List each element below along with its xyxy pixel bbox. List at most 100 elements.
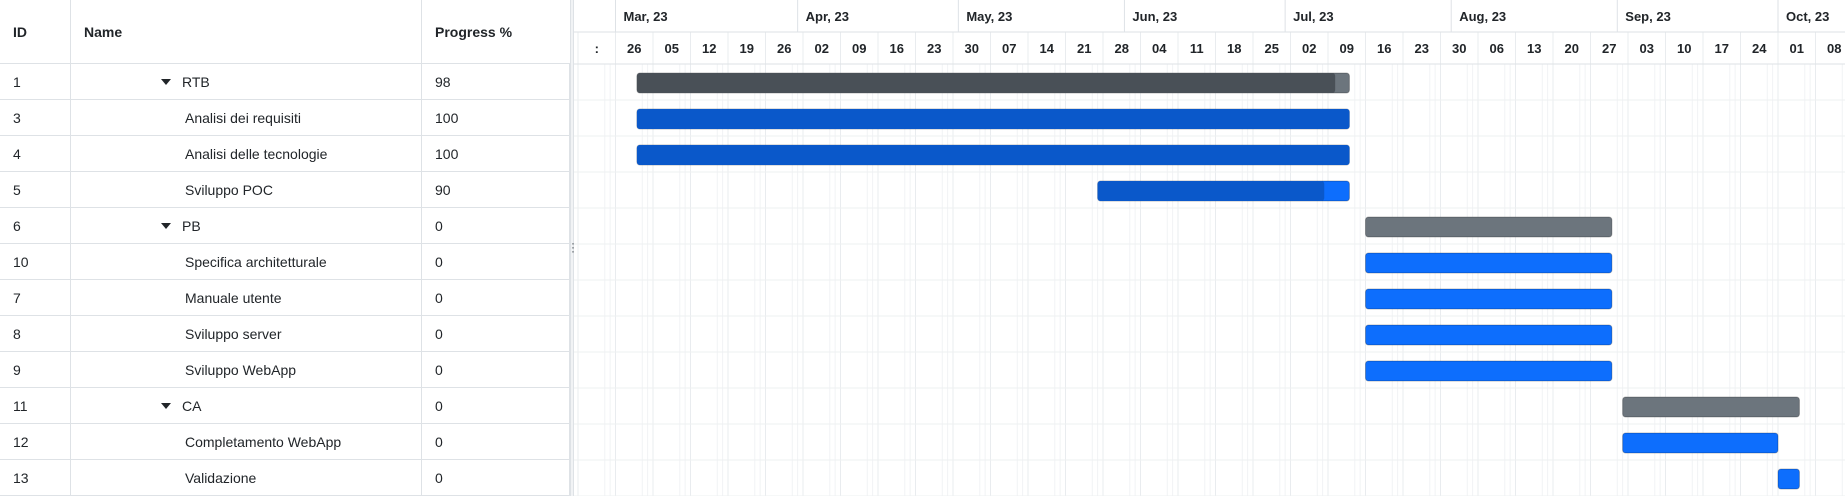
- cell-id: 9: [0, 352, 71, 388]
- task-name-label: Manuale utente: [185, 290, 282, 306]
- table-row[interactable]: 4 Analisi delle tecnologie 100: [0, 136, 570, 172]
- table-row[interactable]: 1 RTB 98: [0, 64, 570, 100]
- week-tick-label: 16: [1377, 41, 1391, 56]
- month-label: Aug, 23: [1459, 9, 1506, 24]
- cell-name: PB: [71, 208, 422, 244]
- week-tick-label: 02: [815, 41, 829, 56]
- cell-name: Manuale utente: [71, 280, 422, 316]
- cell-name: Sviluppo server: [71, 316, 422, 352]
- task-name-label: Sviluppo WebApp: [185, 362, 297, 378]
- week-tick-label: 12: [702, 41, 716, 56]
- table-row[interactable]: 7 Manuale utente 0: [0, 280, 570, 316]
- week-tick-label: 21: [1077, 41, 1091, 56]
- week-tick-label: 10: [1677, 41, 1691, 56]
- week-tick-label: 14: [1040, 41, 1055, 56]
- grid-chart-splitter[interactable]: · · ·: [570, 0, 575, 496]
- task-bar[interactable]: [1365, 360, 1613, 382]
- grid-header: ID Name Progress %: [0, 0, 570, 64]
- timeline-chart: : 26 05 12 19 26 02 09 16 23 30 07 14 21 28 04 11 18 25 02 0…: [574, 0, 1845, 496]
- week-tick-label: 24: [1752, 41, 1767, 56]
- header-name[interactable]: Name: [71, 0, 422, 64]
- week-tick-label: 20: [1565, 41, 1579, 56]
- week-tick-label: 23: [1415, 41, 1429, 56]
- month-label: Sep, 23: [1625, 9, 1671, 24]
- splitter-grip-icon[interactable]: · · ·: [571, 236, 575, 258]
- header-id[interactable]: ID: [0, 0, 71, 64]
- week-tick-label: 13: [1527, 41, 1541, 56]
- week-tick-label: 16: [890, 41, 904, 56]
- table-row[interactable]: 13 Validazione 0: [0, 460, 570, 496]
- week-tick-label: 17: [1715, 41, 1729, 56]
- cell-progress: 0: [435, 434, 443, 450]
- cell-name: Analisi delle tecnologie: [71, 136, 422, 172]
- task-name-label: Specifica architetturale: [185, 254, 327, 270]
- summary-bar[interactable]: [1365, 216, 1613, 238]
- collapse-caret-icon[interactable]: [161, 223, 171, 229]
- collapse-caret-icon[interactable]: [161, 403, 171, 409]
- cell-progress: 90: [435, 182, 451, 198]
- cell-progress: 0: [435, 254, 443, 270]
- cell-name: Completamento WebApp: [71, 424, 422, 460]
- week-tick-label: 27: [1602, 41, 1616, 56]
- week-tick-label: 04: [1152, 41, 1167, 56]
- cell-name: Sviluppo POC: [71, 172, 422, 208]
- cell-id: 4: [0, 136, 71, 172]
- table-row[interactable]: 8 Sviluppo server 0: [0, 316, 570, 352]
- week-tick-label: 08: [1827, 41, 1841, 56]
- week-tick-label: :: [595, 41, 599, 56]
- month-label: Oct, 23: [1786, 9, 1829, 24]
- task-bar[interactable]: [1777, 468, 1800, 490]
- week-tick-label: 09: [852, 41, 866, 56]
- week-tick-label: 05: [665, 41, 679, 56]
- cell-progress: 100: [435, 146, 459, 162]
- week-tick-label: 06: [1490, 41, 1504, 56]
- week-tick-label: 26: [627, 41, 641, 56]
- cell-progress: 0: [435, 362, 443, 378]
- table-row[interactable]: 10 Specifica architetturale 0: [0, 244, 570, 280]
- cell-id: 10: [0, 244, 71, 280]
- cell-id: 8: [0, 316, 71, 352]
- week-tick-label: 03: [1640, 41, 1654, 56]
- cell-name: Validazione: [71, 460, 422, 496]
- task-bar[interactable]: [1622, 432, 1779, 454]
- week-tick-label: 30: [1452, 41, 1466, 56]
- cell-name: RTB: [71, 64, 422, 100]
- cell-progress: 0: [435, 398, 443, 414]
- cell-id: 11: [0, 388, 71, 424]
- cell-name: Analisi dei requisiti: [71, 100, 422, 136]
- table-row[interactable]: 11 CA 0: [0, 388, 570, 424]
- cell-id: 12: [0, 424, 71, 460]
- task-name-label: PB: [182, 218, 201, 234]
- task-name-label: Completamento WebApp: [185, 434, 342, 450]
- task-name-label: RTB: [182, 74, 210, 90]
- summary-bar[interactable]: [1622, 396, 1800, 418]
- task-name-label: Validazione: [185, 470, 257, 486]
- table-row[interactable]: 3 Analisi dei requisiti 100: [0, 100, 570, 136]
- table-row[interactable]: 12 Completamento WebApp 0: [0, 424, 570, 460]
- cell-progress: 0: [435, 290, 443, 306]
- task-grid: ID Name Progress % 1 RTB 98 3 Analisi dei re…: [0, 0, 570, 496]
- month-label: Apr, 23: [806, 9, 849, 24]
- cell-id: 6: [0, 208, 71, 244]
- table-row[interactable]: 6 PB 0: [0, 208, 570, 244]
- cell-progress: 98: [435, 74, 451, 90]
- task-bar[interactable]: [1365, 252, 1613, 274]
- table-row[interactable]: 5 Sviluppo POC 90: [0, 172, 570, 208]
- summary-progress-fill: [636, 73, 1336, 93]
- month-label: Jun, 23: [1132, 9, 1177, 24]
- cell-id: 7: [0, 280, 71, 316]
- cell-id: 1: [0, 64, 71, 100]
- task-name-label: Analisi delle tecnologie: [185, 146, 328, 162]
- cell-progress: 100: [435, 110, 459, 126]
- week-tick-label: 07: [1002, 41, 1016, 56]
- task-progress-fill: [1097, 181, 1325, 201]
- month-label: Jul, 23: [1293, 9, 1333, 24]
- task-bar[interactable]: [1365, 288, 1613, 310]
- task-name-label: Sviluppo server: [185, 326, 282, 342]
- task-bar[interactable]: [1365, 324, 1613, 346]
- header-progress[interactable]: Progress %: [435, 24, 513, 40]
- table-row[interactable]: 9 Sviluppo WebApp 0: [0, 352, 570, 388]
- collapse-caret-icon[interactable]: [161, 79, 171, 85]
- cell-progress: 0: [435, 470, 443, 486]
